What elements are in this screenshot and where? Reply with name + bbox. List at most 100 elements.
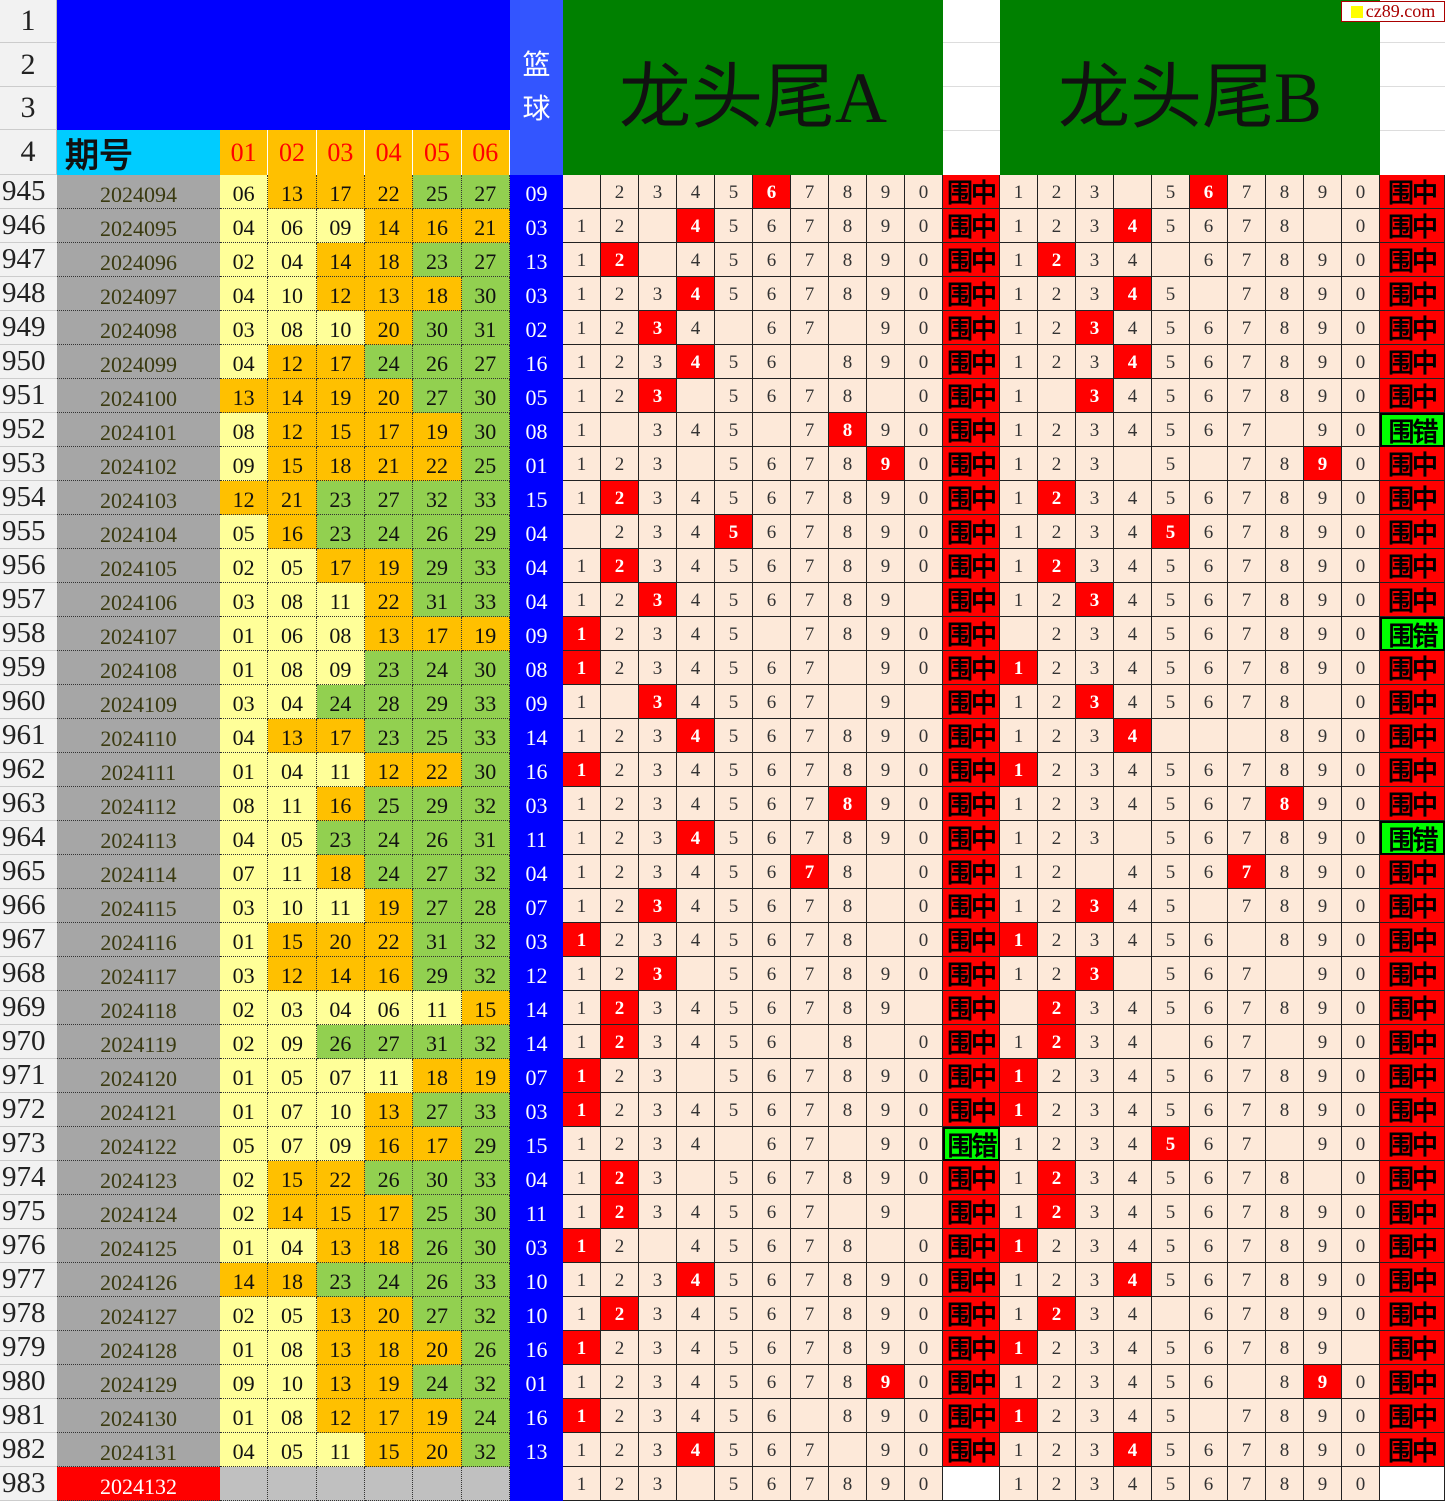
- blue-ball-cell[interactable]: 14: [509, 719, 563, 753]
- digit-cell-a[interactable]: 1: [562, 991, 601, 1025]
- blue-ball-cell[interactable]: 09: [509, 685, 563, 719]
- period-cell[interactable]: 2024101: [57, 413, 220, 447]
- digit-cell-b[interactable]: 6: [1189, 1297, 1228, 1331]
- digit-cell-b[interactable]: 0: [1341, 175, 1380, 209]
- row-number[interactable]: 967: [0, 923, 57, 957]
- digit-cell-a[interactable]: 9: [866, 1467, 905, 1501]
- digit-cell-b[interactable]: [1265, 413, 1304, 447]
- digit-cell-b[interactable]: 9: [1303, 855, 1342, 889]
- red-ball-cell[interactable]: 04: [220, 821, 269, 855]
- red-ball-cell[interactable]: 12: [364, 753, 414, 787]
- digit-cell-a[interactable]: [866, 855, 905, 889]
- digit-cell-b[interactable]: 8: [1265, 1093, 1304, 1127]
- red-ball-cell[interactable]: 13: [268, 719, 317, 753]
- red-ball-cell[interactable]: 29: [461, 515, 510, 549]
- digit-cell-b[interactable]: 5: [1151, 1365, 1190, 1399]
- blue-ball-cell[interactable]: 16: [509, 753, 563, 787]
- digit-cell-a[interactable]: 5: [714, 209, 753, 243]
- digit-cell-a[interactable]: 4: [676, 277, 715, 311]
- digit-cell-b[interactable]: 6: [1189, 1161, 1228, 1195]
- digit-cell-b[interactable]: 6: [1189, 1467, 1228, 1501]
- result-a[interactable]: 围中: [942, 923, 1000, 957]
- red-ball-cell[interactable]: 24: [364, 1263, 414, 1297]
- period-cell[interactable]: 2024109: [57, 685, 220, 719]
- digit-cell-a[interactable]: 5: [714, 1331, 753, 1365]
- row-header-1[interactable]: 1: [0, 0, 57, 43]
- digit-cell-b[interactable]: 7: [1227, 277, 1266, 311]
- red-ball-cell[interactable]: 22: [364, 175, 414, 209]
- blue-ball-cell[interactable]: 03: [509, 1093, 563, 1127]
- digit-cell-a[interactable]: 5: [714, 957, 753, 991]
- digit-cell-a[interactable]: [790, 1399, 829, 1433]
- digit-cell-b[interactable]: 5: [1151, 1433, 1190, 1467]
- row-number[interactable]: 982: [0, 1433, 57, 1467]
- digit-cell-b[interactable]: 6: [1189, 345, 1228, 379]
- digit-cell-a[interactable]: 7: [790, 1229, 829, 1263]
- digit-cell-b[interactable]: 3: [1075, 617, 1114, 651]
- red-ball-cell[interactable]: 24: [316, 685, 365, 719]
- digit-cell-b[interactable]: [1303, 1161, 1342, 1195]
- red-ball-cell[interactable]: 08: [268, 583, 317, 617]
- digit-cell-b[interactable]: 4: [1113, 855, 1152, 889]
- digit-cell-a[interactable]: 7: [790, 379, 829, 413]
- digit-cell-b[interactable]: 9: [1303, 1093, 1342, 1127]
- digit-cell-a[interactable]: 7: [790, 413, 829, 447]
- digit-cell-b[interactable]: 8: [1265, 617, 1304, 651]
- period-cell[interactable]: 2024108: [57, 651, 220, 685]
- result-b[interactable]: 围中: [1379, 311, 1445, 345]
- digit-cell-a[interactable]: 5: [714, 1025, 753, 1059]
- red-ball-cell[interactable]: 15: [268, 447, 317, 481]
- period-cell[interactable]: 2024122: [57, 1127, 220, 1161]
- digit-cell-b[interactable]: 9: [1303, 617, 1342, 651]
- digit-cell-a[interactable]: [638, 243, 677, 277]
- digit-cell-b[interactable]: 0: [1341, 1433, 1380, 1467]
- digit-cell-a[interactable]: 0: [904, 889, 943, 923]
- result-a[interactable]: 围中: [942, 685, 1000, 719]
- digit-cell-b[interactable]: 7: [1227, 1433, 1266, 1467]
- red-ball-cell[interactable]: 14: [316, 243, 365, 277]
- digit-cell-b[interactable]: 6: [1189, 957, 1228, 991]
- digit-cell-b[interactable]: 4: [1113, 787, 1152, 821]
- row-number[interactable]: 950: [0, 345, 57, 379]
- digit-cell-b[interactable]: 5: [1151, 685, 1190, 719]
- digit-cell-a[interactable]: [638, 1229, 677, 1263]
- digit-cell-b[interactable]: 7: [1227, 855, 1266, 889]
- digit-cell-b[interactable]: 2: [1037, 991, 1076, 1025]
- red-ball-cell[interactable]: 32: [461, 1297, 510, 1331]
- red-ball-cell[interactable]: 20: [413, 1331, 462, 1365]
- digit-cell-b[interactable]: 0: [1341, 481, 1380, 515]
- digit-cell-b[interactable]: 9: [1303, 889, 1342, 923]
- digit-cell-b[interactable]: 1: [999, 889, 1038, 923]
- digit-cell-a[interactable]: [904, 991, 943, 1025]
- digit-cell-b[interactable]: 8: [1265, 685, 1304, 719]
- red-ball-cell[interactable]: 16: [364, 957, 414, 991]
- result-b[interactable]: 围中: [1379, 685, 1445, 719]
- digit-cell-a[interactable]: 6: [752, 991, 791, 1025]
- red-ball-cell[interactable]: 04: [220, 277, 269, 311]
- red-ball-cell[interactable]: 29: [413, 787, 462, 821]
- digit-cell-b[interactable]: 8: [1265, 889, 1304, 923]
- digit-cell-b[interactable]: 5: [1151, 345, 1190, 379]
- row-number[interactable]: 956: [0, 549, 57, 583]
- digit-cell-a[interactable]: 4: [676, 1025, 715, 1059]
- digit-cell-b[interactable]: 0: [1341, 991, 1380, 1025]
- digit-cell-b[interactable]: 4: [1113, 719, 1152, 753]
- digit-cell-b[interactable]: 1: [999, 1297, 1038, 1331]
- site-logo[interactable]: cz89.com: [1341, 1, 1445, 22]
- red-ball-cell[interactable]: 09: [316, 1127, 365, 1161]
- red-ball-cell[interactable]: 18: [413, 277, 462, 311]
- row-number[interactable]: 962: [0, 753, 57, 787]
- blue-ball-cell[interactable]: [509, 1467, 563, 1501]
- blue-ball-cell[interactable]: 14: [509, 1025, 563, 1059]
- row-number[interactable]: 973: [0, 1127, 57, 1161]
- result-a[interactable]: 围中: [942, 1365, 1000, 1399]
- red-ball-cell[interactable]: 23: [316, 515, 365, 549]
- digit-cell-b[interactable]: 5: [1151, 277, 1190, 311]
- digit-cell-b[interactable]: 1: [999, 1331, 1038, 1365]
- digit-cell-b[interactable]: 2: [1037, 957, 1076, 991]
- digit-cell-a[interactable]: [600, 413, 639, 447]
- digit-cell-a[interactable]: [828, 311, 867, 345]
- digit-cell-b[interactable]: 4: [1113, 1093, 1152, 1127]
- red-ball-cell[interactable]: 33: [461, 1161, 510, 1195]
- digit-cell-a[interactable]: 8: [828, 821, 867, 855]
